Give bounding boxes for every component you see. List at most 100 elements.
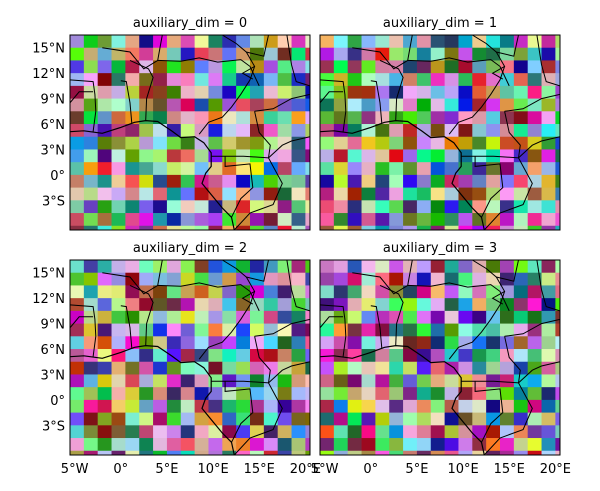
- heatmap-cell: [166, 323, 182, 337]
- heatmap-cell: [208, 213, 223, 227]
- heatmap-cell: [250, 336, 265, 350]
- heatmap-cell: [500, 298, 515, 312]
- heatmap-cell: [347, 298, 362, 312]
- heatmap-cell: [222, 425, 237, 439]
- heatmap-cell: [277, 323, 292, 337]
- heatmap-cell: [291, 60, 306, 74]
- heatmap-cell: [208, 349, 223, 363]
- heatmap-cell: [403, 336, 418, 350]
- heatmap-cell: [166, 438, 182, 452]
- heatmap-cell: [70, 285, 85, 299]
- heatmap-cell: [333, 124, 349, 138]
- heatmap-cell: [277, 260, 292, 274]
- heatmap-cell: [375, 187, 390, 201]
- heatmap-cell: [389, 149, 404, 163]
- heatmap-cell: [527, 412, 542, 426]
- x-tick-label: 20°E: [290, 462, 321, 477]
- heatmap-cell: [458, 387, 473, 401]
- heatmap-cell: [194, 225, 209, 230]
- heatmap-cell: [194, 323, 209, 337]
- heatmap-cell: [291, 35, 306, 49]
- heatmap-cell: [500, 374, 515, 388]
- heatmap-cell: [375, 111, 390, 125]
- y-tick-label: 12°N: [32, 292, 65, 307]
- heatmap-cell: [361, 136, 376, 150]
- heatmap-cell: [416, 200, 432, 214]
- heatmap-cell: [333, 361, 349, 375]
- heatmap-cell: [416, 425, 432, 439]
- heatmap-cell: [375, 200, 390, 214]
- heatmap-cell: [222, 323, 237, 337]
- y-tick-label: 3°N: [41, 143, 66, 158]
- heatmap-cell: [125, 399, 140, 414]
- heatmap-cell: [153, 149, 168, 163]
- heatmap-cell: [83, 285, 99, 299]
- heatmap-cell: [250, 136, 265, 150]
- heatmap-cell: [139, 361, 154, 375]
- heatmap-cell: [111, 149, 126, 163]
- heatmap-cell: [277, 35, 292, 49]
- heatmap-cell: [500, 85, 515, 99]
- heatmap-cell: [153, 225, 168, 230]
- heatmap-cell: [430, 35, 446, 49]
- heatmap-cell: [277, 225, 292, 230]
- heatmap-cell: [416, 124, 432, 138]
- heatmap-cell: [527, 98, 542, 112]
- heatmap-cell: [541, 47, 556, 61]
- border-line: [379, 59, 404, 121]
- heatmap-cell: [180, 85, 196, 99]
- heatmap-cell: [97, 111, 112, 125]
- heatmap-cell: [361, 438, 376, 452]
- heatmap-cell: [208, 450, 223, 455]
- heatmap-cell: [333, 149, 349, 163]
- heatmap-cell: [236, 272, 251, 286]
- y-tick-label: 3°S: [42, 419, 65, 434]
- heatmap-cell: [375, 450, 390, 455]
- heatmap-cell: [166, 298, 182, 312]
- heatmap-cell: [277, 98, 292, 112]
- heatmap-cell: [333, 310, 349, 324]
- heatmap-cell: [513, 85, 529, 99]
- heatmap-cell: [444, 374, 459, 388]
- heatmap-cell: [111, 136, 126, 150]
- heatmap-cell: [70, 272, 85, 286]
- border-line: [120, 305, 133, 349]
- heatmap-cell: [403, 323, 418, 337]
- heatmap-cell: [320, 272, 335, 286]
- heatmap-cell: [513, 47, 529, 61]
- heatmap-cell: [555, 111, 560, 125]
- subplot-title: auxiliary_dim = 2: [133, 241, 247, 256]
- heatmap-cell: [83, 47, 99, 61]
- heatmap-cell: [291, 387, 306, 401]
- heatmap-cell: [70, 187, 85, 201]
- heatmap-cell: [555, 272, 560, 286]
- heatmap-cell: [305, 285, 310, 299]
- heatmap-cell: [83, 60, 99, 74]
- border-line: [320, 79, 347, 132]
- heatmap-cell: [97, 361, 112, 375]
- heatmap-cell: [111, 323, 126, 337]
- heatmap-cell: [83, 361, 99, 375]
- heatmap-cell: [125, 260, 140, 274]
- heatmap-cell: [347, 174, 362, 189]
- heatmap-cell: [389, 387, 404, 401]
- heatmap-cell: [444, 438, 459, 452]
- heatmap-cell: [513, 399, 529, 414]
- heatmap-cell: [291, 213, 306, 227]
- border-line: [241, 51, 256, 80]
- border-line: [320, 304, 347, 357]
- heatmap-cell: [250, 399, 265, 414]
- heatmap-cell: [83, 200, 99, 214]
- heatmap-cell: [83, 187, 99, 201]
- heatmap-cell: [194, 111, 209, 125]
- border-line: [352, 35, 413, 70]
- border-line: [407, 282, 510, 312]
- heatmap-cell: [70, 336, 85, 350]
- heatmap-cell: [194, 438, 209, 452]
- heatmap-cell: [416, 225, 432, 230]
- heatmap-cell: [486, 47, 501, 61]
- border-line: [70, 304, 97, 357]
- heatmap-cell: [153, 336, 168, 350]
- heatmap-cell: [277, 412, 292, 426]
- heatmap-cell: [277, 162, 292, 176]
